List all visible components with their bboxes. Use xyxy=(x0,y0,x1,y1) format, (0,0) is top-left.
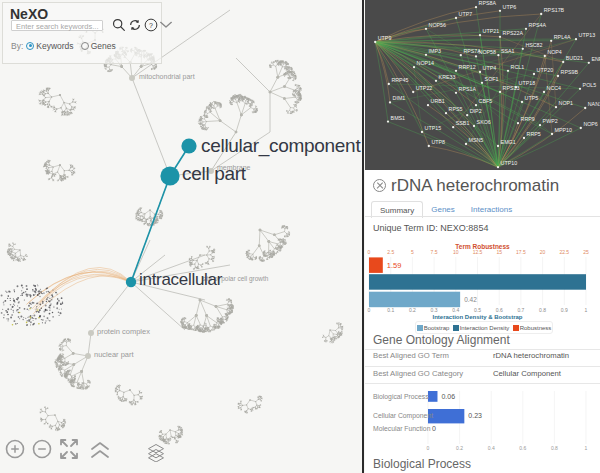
svg-text:Cellular Component: Cellular Component xyxy=(373,412,433,420)
svg-text:UTP8: UTP8 xyxy=(431,139,445,145)
svg-text:SOF1: SOF1 xyxy=(485,76,499,82)
svg-text:RPS17B: RPS17B xyxy=(544,7,565,13)
svg-text:RPS8A: RPS8A xyxy=(479,0,497,6)
svg-text:NOP4: NOP4 xyxy=(547,49,561,55)
svg-text:RPS5: RPS5 xyxy=(449,106,463,112)
svg-text:UTP4: UTP4 xyxy=(483,65,497,71)
svg-text:SSA1: SSA1 xyxy=(501,48,515,54)
svg-text:0: 0 xyxy=(427,445,430,451)
svg-text:POL5: POL5 xyxy=(583,82,597,88)
svg-text:NOP14: NOP14 xyxy=(417,60,434,66)
svg-text:RPS9B: RPS9B xyxy=(561,69,579,75)
svg-text:RRP9: RRP9 xyxy=(521,116,535,122)
svg-text:RCL1: RCL1 xyxy=(511,64,525,70)
svg-text:EMG1: EMG1 xyxy=(501,139,516,145)
svg-text:UTP15: UTP15 xyxy=(425,125,442,131)
svg-text:ENP1: ENP1 xyxy=(591,56,600,62)
svg-text:UTP20: UTP20 xyxy=(537,67,554,73)
svg-text:0.6: 0.6 xyxy=(519,445,526,451)
svg-text:0.8: 0.8 xyxy=(551,445,558,451)
svg-text:RRP45: RRP45 xyxy=(391,77,408,83)
svg-text:BUD21: BUD21 xyxy=(566,55,583,61)
svg-text:UTP22: UTP22 xyxy=(416,85,433,91)
svg-text:UTP18: UTP18 xyxy=(519,80,536,86)
svg-text:0.2: 0.2 xyxy=(456,445,463,451)
svg-text:UTP6: UTP6 xyxy=(503,4,517,10)
svg-text:MPP10: MPP10 xyxy=(555,127,572,133)
svg-text:UTP10: UTP10 xyxy=(501,160,518,166)
svg-text:0.4: 0.4 xyxy=(488,445,495,451)
svg-text:KRE33: KRE33 xyxy=(439,74,456,80)
svg-text:DIM1: DIM1 xyxy=(393,95,406,101)
svg-text:SSB1: SSB1 xyxy=(456,120,470,126)
svg-text:SKO6: SKO6 xyxy=(477,119,491,125)
svg-text:0: 0 xyxy=(432,425,436,432)
svg-text:NOP6: NOP6 xyxy=(583,121,597,127)
svg-text:RPL4A: RPL4A xyxy=(554,34,571,40)
svg-text:NOP56: NOP56 xyxy=(429,22,446,28)
svg-text:UTP5: UTP5 xyxy=(525,95,539,101)
svg-text:1: 1 xyxy=(585,445,588,451)
svg-text:RPS22A: RPS22A xyxy=(503,30,524,36)
svg-text:NOP1: NOP1 xyxy=(559,100,573,106)
svg-text:RPS1A: RPS1A xyxy=(459,86,477,92)
svg-text:NAN1: NAN1 xyxy=(588,101,600,107)
svg-text:UTP7: UTP7 xyxy=(459,11,473,17)
svg-text:UTP21: UTP21 xyxy=(483,28,500,34)
svg-text:Biological Process: Biological Process xyxy=(373,393,429,401)
svg-text:NOP58: NOP58 xyxy=(479,49,496,55)
svg-text:RRP12: RRP12 xyxy=(459,64,476,70)
svg-text:UTP9: UTP9 xyxy=(378,35,392,41)
svg-text:RPS4A: RPS4A xyxy=(529,22,547,28)
svg-text:MSN5: MSN5 xyxy=(469,137,484,143)
svg-text:RRP5: RRP5 xyxy=(527,131,541,137)
svg-text:PWP2: PWP2 xyxy=(543,118,558,124)
svg-text:IMP3: IMP3 xyxy=(429,48,441,54)
svg-text:NCC4: NCC4 xyxy=(547,85,561,91)
svg-text:BMS1: BMS1 xyxy=(391,115,405,121)
svg-text:?: ? xyxy=(149,22,153,29)
svg-text:0.06: 0.06 xyxy=(441,393,455,400)
svg-text:URB1: URB1 xyxy=(431,98,445,104)
svg-text:RPS13: RPS13 xyxy=(503,85,520,91)
svg-text:DIP2: DIP2 xyxy=(470,108,482,114)
svg-text:HSC82: HSC82 xyxy=(525,42,542,48)
svg-text:0.23: 0.23 xyxy=(468,412,482,419)
svg-text:Molecular Function: Molecular Function xyxy=(373,425,431,432)
svg-text:UTP13: UTP13 xyxy=(579,32,596,38)
svg-text:CBF5: CBF5 xyxy=(479,98,493,104)
